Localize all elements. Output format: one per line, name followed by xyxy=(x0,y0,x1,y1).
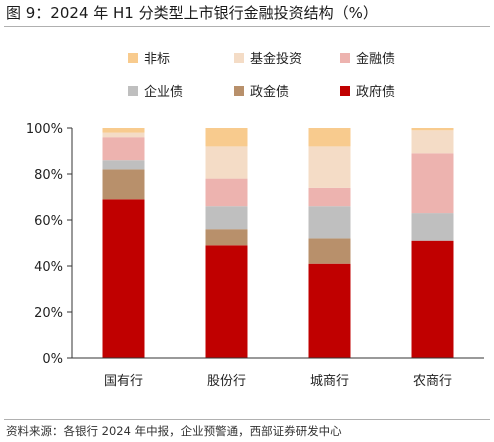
y-tick-label: 40% xyxy=(34,260,63,275)
legend-label: 政金债 xyxy=(250,84,289,100)
bar-segment xyxy=(102,137,145,161)
legend-swatch xyxy=(340,53,350,63)
bar-segment xyxy=(308,146,351,188)
y-axis: 0% 20% 40% 60% 80% 100% xyxy=(26,122,73,367)
y-tick-label: 100% xyxy=(26,122,63,137)
x-tick-label: 股份行 xyxy=(207,374,246,389)
bar-segment xyxy=(205,229,248,246)
legend-swatch xyxy=(128,86,138,96)
legend-swatch xyxy=(128,53,138,63)
title-divider xyxy=(4,26,490,27)
bar-segment xyxy=(411,240,454,358)
bar-segment xyxy=(205,178,248,207)
figure-title: 图 9：2024 年 H1 分类型上市银行金融投资结构（%） xyxy=(6,4,378,22)
bar-segment xyxy=(411,153,454,214)
x-axis: 国有行 股份行 城商行 农商行 xyxy=(72,357,484,389)
bar-segment xyxy=(411,128,454,131)
x-tick-label: 国有行 xyxy=(104,374,143,389)
legend-item: 政府债 xyxy=(340,85,395,100)
legend-label: 企业债 xyxy=(144,84,183,100)
legend-item: 企业债 xyxy=(128,84,183,100)
y-tick-label: 20% xyxy=(34,306,63,321)
bar-segment xyxy=(411,130,454,154)
legend-item: 金融债 xyxy=(340,51,395,67)
y-tick-label: 60% xyxy=(34,214,63,229)
x-tick-label: 农商行 xyxy=(413,374,452,389)
bar-segment xyxy=(308,187,351,207)
legend-item: 非标 xyxy=(128,52,170,67)
bar-segment xyxy=(308,238,351,264)
legend-swatch xyxy=(340,86,350,96)
bar-stack xyxy=(102,128,145,358)
bar-segment xyxy=(102,160,145,170)
bar-segment xyxy=(205,146,248,179)
bar-segment xyxy=(308,263,351,358)
bar-stack xyxy=(411,128,454,358)
legend-label: 非标 xyxy=(144,52,170,67)
bar-segment xyxy=(102,128,145,133)
y-tick-label: 0% xyxy=(42,352,63,367)
bar-segment xyxy=(308,128,351,147)
legend-label: 基金投资 xyxy=(250,51,302,67)
bar-segment xyxy=(102,169,145,200)
bars xyxy=(102,128,454,358)
bar-segment xyxy=(102,132,145,138)
bar-segment xyxy=(205,206,248,230)
legend-label: 金融债 xyxy=(356,51,395,67)
bar-segment xyxy=(205,128,248,147)
source-divider xyxy=(4,419,490,420)
y-tick-label: 80% xyxy=(34,168,63,183)
bar-segment xyxy=(205,245,248,358)
source-note: 资料来源：各银行 2024 年中报，企业预警通，西部证券研发中心 xyxy=(6,424,342,438)
bar-segment xyxy=(308,206,351,239)
legend-label: 政府债 xyxy=(356,85,395,100)
bar-stack xyxy=(308,128,351,358)
x-tick-label: 城商行 xyxy=(310,374,349,389)
legend-swatch xyxy=(234,53,244,63)
bar-segment xyxy=(102,199,145,358)
legend-item: 政金债 xyxy=(234,84,289,100)
legend-swatch xyxy=(234,86,244,96)
bar-stack xyxy=(205,128,248,358)
legend-item: 基金投资 xyxy=(234,51,302,67)
bar-segment xyxy=(411,213,454,241)
